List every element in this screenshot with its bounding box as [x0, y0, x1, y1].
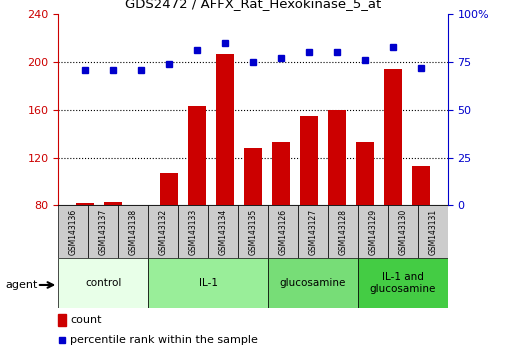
Title: GDS2472 / AFFX_Rat_Hexokinase_5_at: GDS2472 / AFFX_Rat_Hexokinase_5_at: [125, 0, 380, 10]
Text: GSM143130: GSM143130: [397, 209, 407, 255]
Bar: [411, 166, 429, 205]
Text: percentile rank within the sample: percentile rank within the sample: [70, 335, 257, 345]
Text: agent: agent: [5, 280, 37, 290]
Text: GSM143127: GSM143127: [308, 209, 317, 255]
Text: GSM143138: GSM143138: [128, 209, 137, 255]
FancyBboxPatch shape: [387, 205, 417, 258]
FancyBboxPatch shape: [237, 205, 268, 258]
FancyBboxPatch shape: [88, 205, 118, 258]
FancyBboxPatch shape: [268, 205, 297, 258]
FancyBboxPatch shape: [208, 205, 237, 258]
Text: GSM143132: GSM143132: [158, 209, 167, 255]
Bar: [187, 106, 206, 205]
Text: GSM143129: GSM143129: [368, 209, 377, 255]
Bar: [299, 116, 318, 205]
Text: IL-1: IL-1: [198, 278, 217, 288]
Text: GSM143128: GSM143128: [338, 209, 347, 255]
FancyBboxPatch shape: [148, 205, 178, 258]
Bar: [160, 173, 178, 205]
FancyBboxPatch shape: [357, 258, 447, 308]
FancyBboxPatch shape: [148, 258, 268, 308]
FancyBboxPatch shape: [58, 258, 148, 308]
FancyBboxPatch shape: [118, 205, 148, 258]
Bar: [243, 148, 262, 205]
Text: GSM143136: GSM143136: [69, 209, 78, 255]
FancyBboxPatch shape: [268, 258, 357, 308]
FancyBboxPatch shape: [417, 205, 447, 258]
Bar: [58, 314, 66, 326]
FancyBboxPatch shape: [327, 205, 357, 258]
Text: control: control: [85, 278, 121, 288]
Text: GSM143126: GSM143126: [278, 209, 287, 255]
Text: GSM143134: GSM143134: [218, 209, 227, 255]
Text: GSM143137: GSM143137: [98, 209, 108, 255]
Text: GSM143131: GSM143131: [427, 209, 436, 255]
Text: GSM143133: GSM143133: [188, 209, 197, 255]
Text: count: count: [70, 315, 101, 325]
Text: IL-1 and
glucosamine: IL-1 and glucosamine: [369, 272, 435, 294]
Bar: [355, 142, 373, 205]
Text: glucosamine: glucosamine: [279, 278, 345, 288]
FancyBboxPatch shape: [297, 205, 327, 258]
Bar: [104, 202, 122, 205]
FancyBboxPatch shape: [58, 205, 88, 258]
Bar: [383, 69, 401, 205]
Bar: [271, 142, 289, 205]
FancyBboxPatch shape: [178, 205, 208, 258]
Text: GSM143135: GSM143135: [248, 209, 257, 255]
Bar: [216, 53, 234, 205]
Bar: [132, 205, 150, 206]
Bar: [327, 110, 345, 205]
FancyBboxPatch shape: [357, 205, 387, 258]
Bar: [76, 203, 94, 205]
